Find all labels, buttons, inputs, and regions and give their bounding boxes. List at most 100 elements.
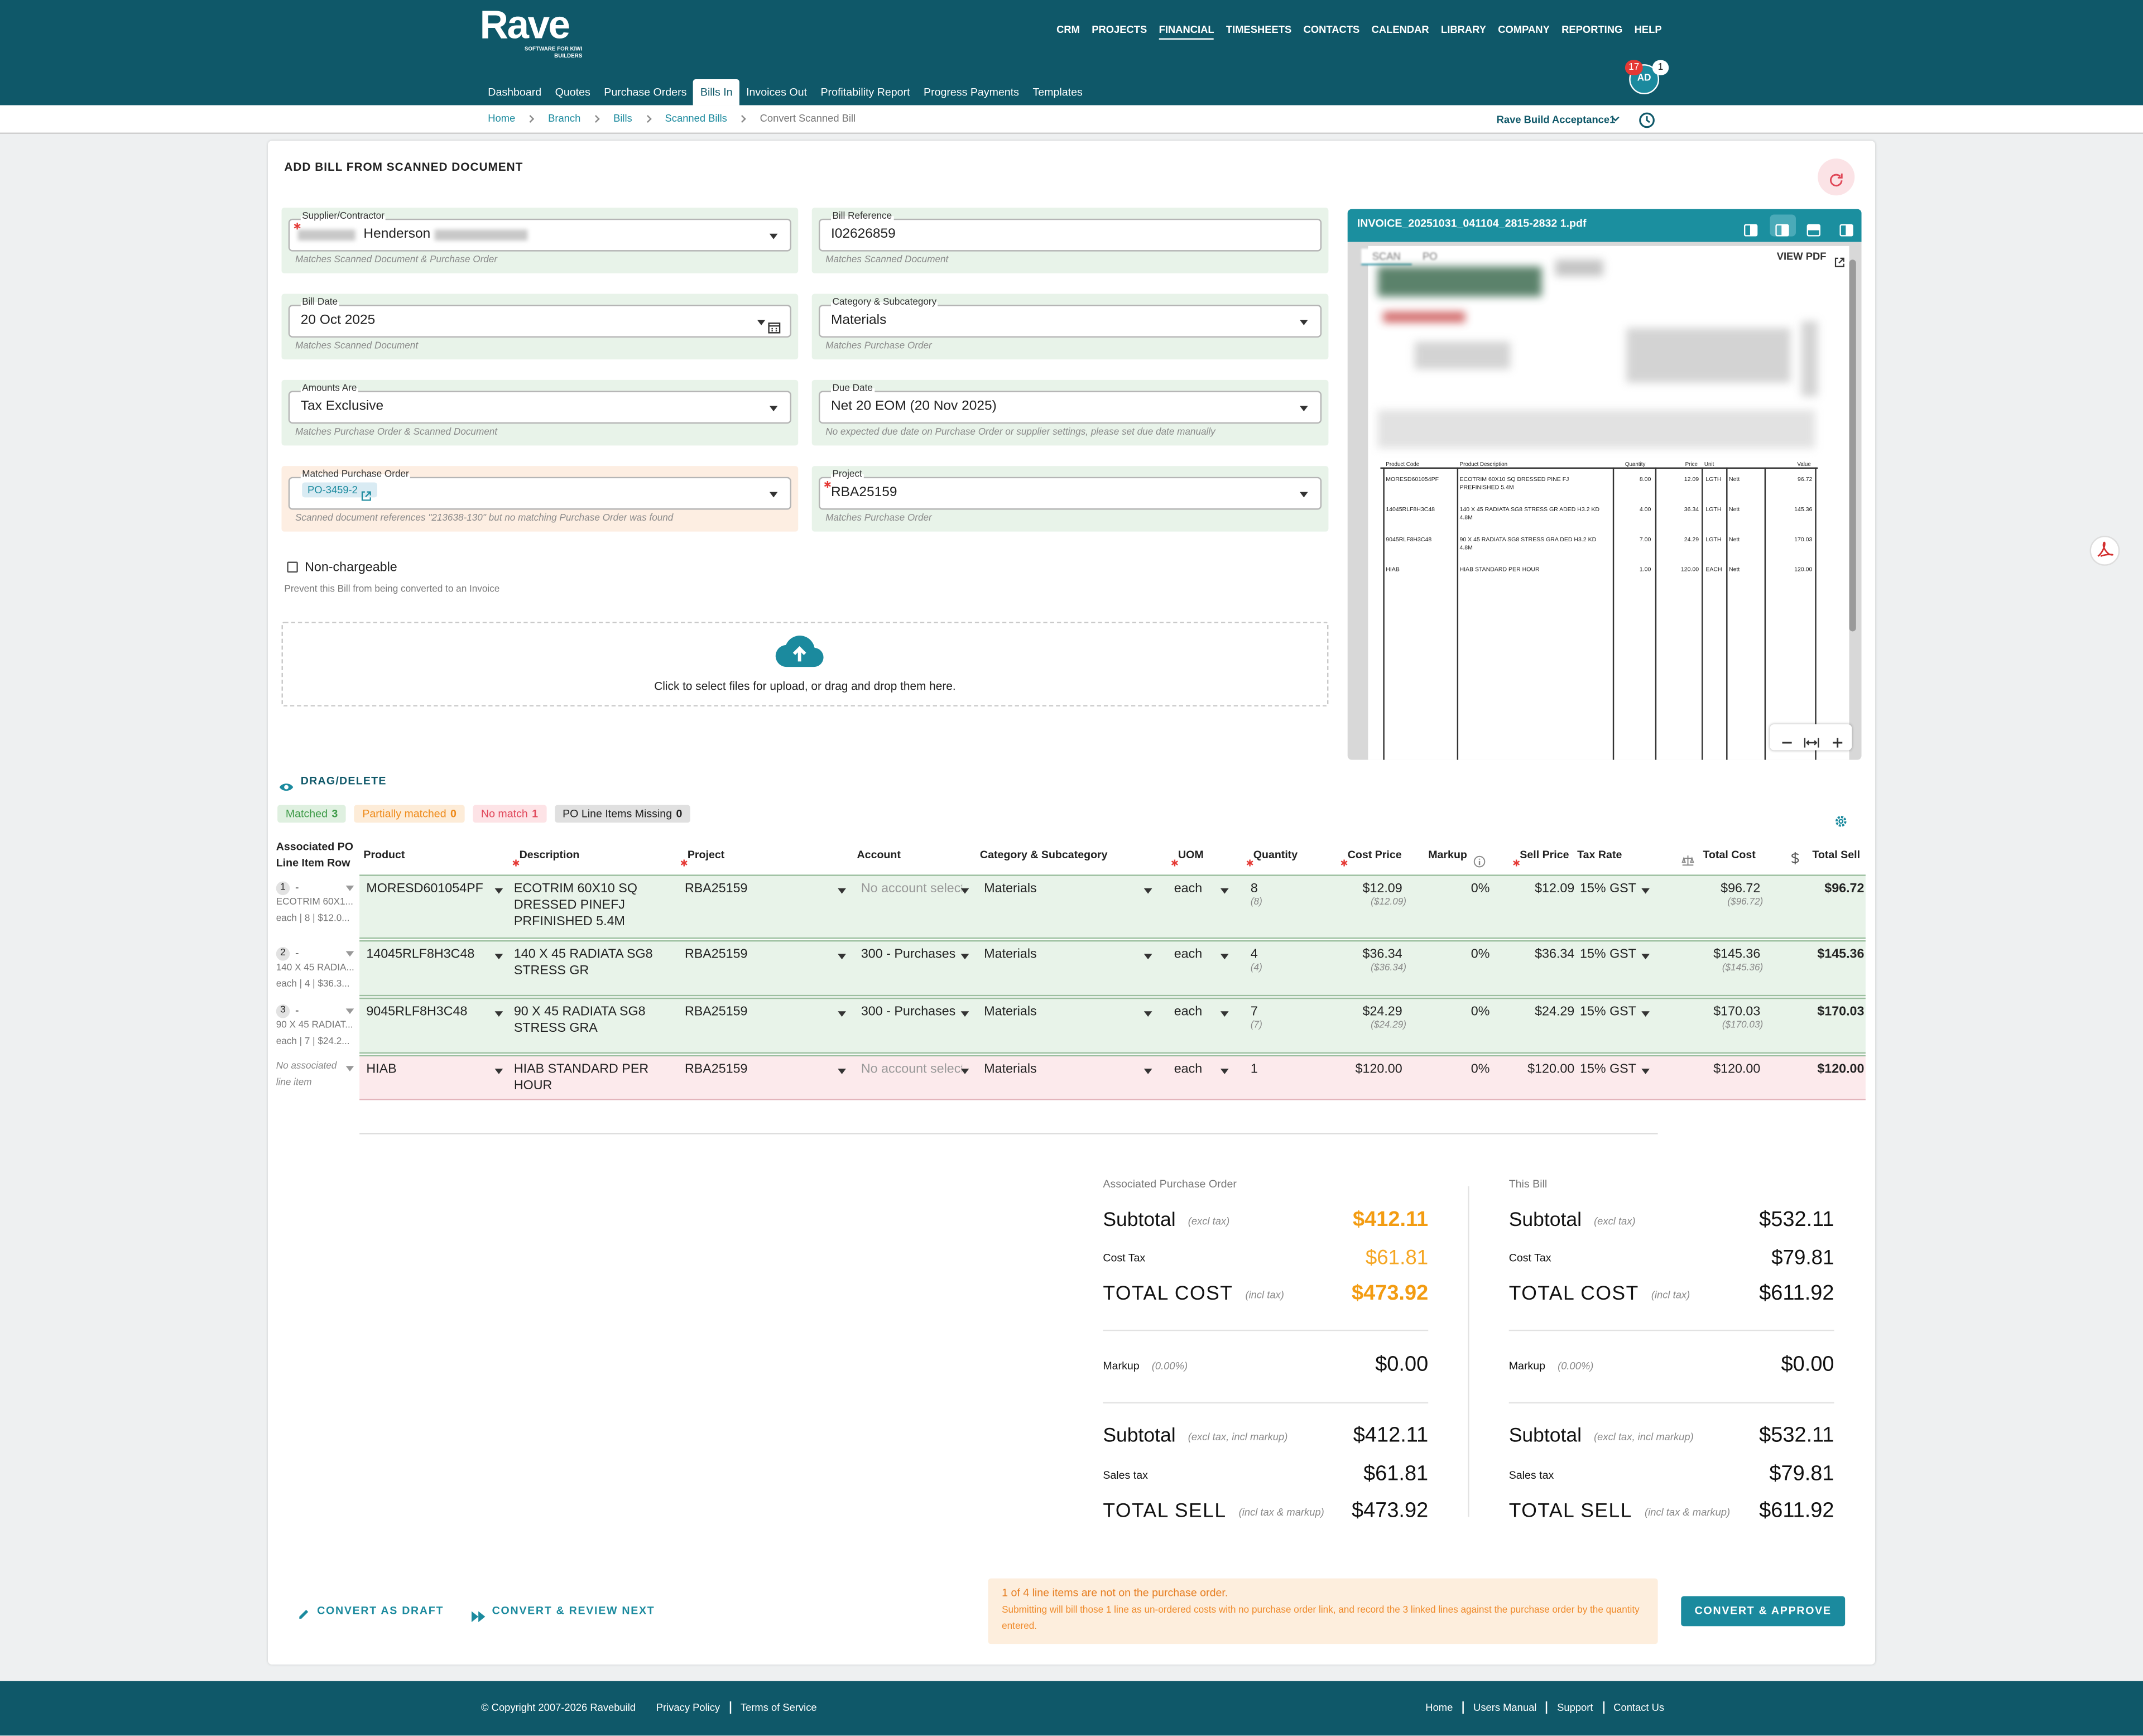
sub-nav-item[interactable]: Invoices Out bbox=[746, 86, 807, 99]
footer-link[interactable]: Home bbox=[1425, 1701, 1453, 1714]
drag-delete-toggle[interactable]: DRAG/DELETE bbox=[300, 775, 387, 787]
breadcrumb-item[interactable]: Home bbox=[488, 112, 516, 124]
breadcrumb-item[interactable]: Bills bbox=[613, 112, 632, 124]
cell-description[interactable]: ECOTRIM 60X10 SQ DRESSED PINEFJ PRFINISH… bbox=[513, 881, 637, 930]
layout-button[interactable] bbox=[1775, 219, 1789, 237]
checkbox-label[interactable]: Non-chargeable bbox=[305, 560, 397, 576]
cell-account[interactable]: 300 - Purchases bbox=[861, 947, 956, 963]
settings-icon[interactable] bbox=[1834, 810, 1848, 827]
cell-tax-rate[interactable]: 15% GST bbox=[1580, 1061, 1636, 1077]
cell-sell-price[interactable]: $36.34 bbox=[1535, 947, 1575, 963]
cell-markup[interactable]: 0% bbox=[1471, 1061, 1490, 1077]
cell-markup[interactable]: 0% bbox=[1471, 881, 1490, 897]
nav-item[interactable]: FINANCIAL bbox=[1159, 23, 1214, 40]
sub-nav-item[interactable]: Quotes bbox=[555, 86, 590, 99]
nav-item[interactable]: PROJECTS bbox=[1092, 23, 1147, 36]
cell-quantity[interactable]: 1 bbox=[1250, 1061, 1258, 1077]
cell-total-cost[interactable]: $145.36 bbox=[1713, 947, 1761, 963]
input-box[interactable] bbox=[818, 305, 1322, 338]
input-box[interactable] bbox=[818, 391, 1322, 424]
input-box[interactable] bbox=[288, 218, 791, 252]
layout-button[interactable] bbox=[1806, 219, 1821, 237]
company-selector[interactable]: Rave Build Acceptance1 bbox=[1496, 113, 1616, 126]
cell-total-cost[interactable]: $120.00 bbox=[1713, 1061, 1761, 1077]
cell-tax-rate[interactable]: 15% GST bbox=[1580, 947, 1636, 963]
cell-product[interactable]: HIAB bbox=[366, 1061, 397, 1077]
cell-account[interactable]: 300 - Purchases bbox=[861, 1004, 956, 1020]
layout-button[interactable] bbox=[1839, 219, 1853, 237]
po-link[interactable]: PO-3459-2 bbox=[302, 482, 377, 498]
cell-category[interactable]: Materials bbox=[984, 1061, 1037, 1077]
sub-nav-item[interactable]: Dashboard bbox=[488, 86, 542, 99]
cell-tax-rate[interactable]: 15% GST bbox=[1580, 881, 1636, 897]
cell-product[interactable]: 14045RLF8H3C48 bbox=[366, 947, 475, 963]
cell-project[interactable]: RBA25159 bbox=[684, 881, 748, 897]
input-box[interactable] bbox=[818, 477, 1322, 510]
input-box[interactable] bbox=[818, 218, 1322, 252]
cell-markup[interactable]: 0% bbox=[1471, 1004, 1490, 1020]
checkbox[interactable] bbox=[287, 561, 298, 573]
cell-project[interactable]: RBA25159 bbox=[684, 1004, 748, 1020]
pdf-tab[interactable]: PO bbox=[1423, 250, 1438, 263]
cell-total-cost[interactable]: $170.03 bbox=[1713, 1004, 1761, 1020]
cell-sell-price[interactable]: $120.00 bbox=[1527, 1061, 1575, 1077]
nav-item[interactable]: HELP bbox=[1634, 23, 1662, 36]
zoom-in[interactable] bbox=[1832, 731, 1844, 748]
nav-item[interactable]: REPORTING bbox=[1561, 23, 1623, 36]
cell-total-sell[interactable]: $170.03 bbox=[1817, 1004, 1865, 1020]
cell-sell-price[interactable]: $12.09 bbox=[1535, 881, 1575, 897]
message-badge[interactable]: 1 bbox=[1652, 60, 1669, 75]
cell-total-sell[interactable]: $145.36 bbox=[1817, 947, 1865, 963]
nav-item[interactable]: TIMESHEETS bbox=[1226, 23, 1292, 36]
cell-cost-price[interactable]: $120.00 bbox=[1355, 1061, 1402, 1077]
cell-tax-rate[interactable]: 15% GST bbox=[1580, 1004, 1636, 1020]
cell-uom[interactable]: each bbox=[1174, 1004, 1203, 1020]
sub-nav-item[interactable]: Bills In bbox=[693, 79, 739, 105]
cell-project[interactable]: RBA25159 bbox=[684, 947, 748, 963]
logo[interactable]: Rave bbox=[479, 4, 570, 48]
filter-chip[interactable]: No match 1 bbox=[473, 805, 546, 823]
cell-cost-price[interactable]: $12.09 bbox=[1362, 881, 1402, 897]
cell-description[interactable]: 140 X 45 RADIATA SG8 STRESS GR bbox=[513, 947, 653, 979]
sub-nav-item[interactable]: Profitability Report bbox=[820, 86, 910, 99]
cell-category[interactable]: Materials bbox=[984, 881, 1037, 897]
cell-quantity[interactable]: 7 bbox=[1250, 1004, 1258, 1020]
cell-project[interactable]: RBA25159 bbox=[684, 1061, 748, 1077]
filter-chip[interactable]: Partially matched 0 bbox=[354, 805, 465, 823]
cell-quantity[interactable]: 8 bbox=[1250, 881, 1258, 897]
cell-total-cost[interactable]: $96.72 bbox=[1721, 881, 1761, 897]
input-box[interactable] bbox=[288, 391, 791, 424]
sub-nav-item[interactable]: Progress Payments bbox=[924, 86, 1019, 99]
cell-uom[interactable]: each bbox=[1174, 1061, 1203, 1077]
cell-product[interactable]: MORESD601054PF bbox=[366, 881, 483, 897]
breadcrumb-item[interactable]: Scanned Bills bbox=[665, 112, 727, 124]
breadcrumb-item[interactable]: Branch bbox=[548, 112, 581, 124]
nav-item[interactable]: CALENDAR bbox=[1371, 23, 1429, 36]
pdf-icon[interactable] bbox=[2089, 536, 2120, 566]
nav-item[interactable]: CRM bbox=[1056, 23, 1080, 36]
cell-total-sell[interactable]: $96.72 bbox=[1824, 881, 1865, 897]
nav-item[interactable]: CONTACTS bbox=[1303, 23, 1360, 36]
cell-total-sell[interactable]: $120.00 bbox=[1817, 1061, 1865, 1077]
zoom-out[interactable] bbox=[1781, 731, 1793, 744]
cell-product[interactable]: 9045RLF8H3C48 bbox=[366, 1004, 468, 1020]
cell-category[interactable]: Materials bbox=[984, 947, 1037, 963]
cell-description[interactable]: 90 X 45 RADIATA SG8 STRESS GRA bbox=[513, 1004, 646, 1036]
cell-cost-price[interactable]: $24.29 bbox=[1362, 1004, 1402, 1020]
filter-chip[interactable]: Matched 3 bbox=[277, 805, 346, 823]
filter-chip[interactable]: PO Line Items Missing 0 bbox=[554, 805, 691, 823]
cell-uom[interactable]: each bbox=[1174, 881, 1203, 897]
cell-markup[interactable]: 0% bbox=[1471, 947, 1490, 963]
reset-button[interactable] bbox=[1818, 158, 1855, 196]
notification-badge[interactable]: 17 bbox=[1625, 60, 1643, 75]
sub-nav-item[interactable]: Purchase Orders bbox=[604, 86, 687, 99]
footer-link[interactable]: Terms of Service bbox=[729, 1701, 827, 1714]
cell-account[interactable]: No account selected bbox=[861, 1061, 962, 1077]
convert-approve-button[interactable]: CONVERT & APPROVE bbox=[1681, 1596, 1846, 1627]
sub-nav-item[interactable]: Templates bbox=[1032, 86, 1083, 99]
cell-uom[interactable]: each bbox=[1174, 947, 1203, 963]
cell-category[interactable]: Materials bbox=[984, 1004, 1037, 1020]
cell-cost-price[interactable]: $36.34 bbox=[1362, 947, 1402, 963]
nav-item[interactable]: COMPANY bbox=[1498, 23, 1550, 36]
convert-review-button[interactable]: CONVERT & REVIEW NEXT bbox=[492, 1604, 655, 1617]
